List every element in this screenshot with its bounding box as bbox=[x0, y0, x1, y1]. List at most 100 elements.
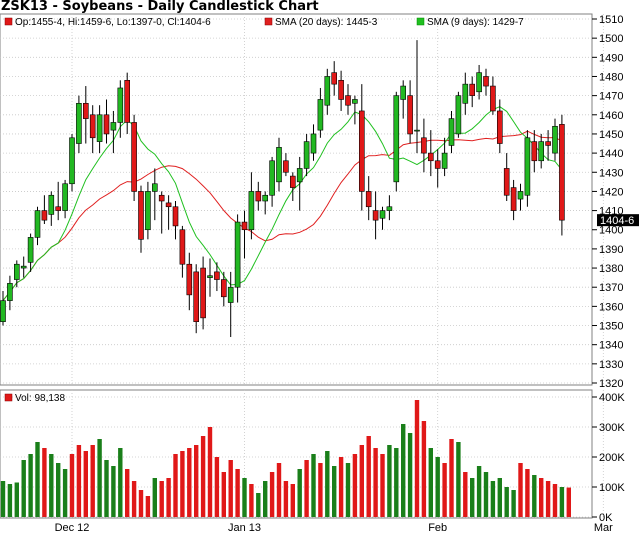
volume-bar bbox=[49, 454, 54, 517]
candle-body-up bbox=[324, 76, 331, 106]
candle bbox=[131, 114, 137, 201]
candle-body-down bbox=[165, 202, 172, 208]
price-tick-label: 1510 bbox=[599, 14, 623, 26]
candle-body-down bbox=[83, 102, 89, 119]
candle bbox=[372, 191, 379, 240]
candle-body-up bbox=[152, 183, 158, 192]
candle bbox=[338, 70, 344, 111]
candle-body-up bbox=[234, 221, 241, 288]
candle-body-down bbox=[41, 210, 48, 221]
candle-body-down bbox=[283, 160, 289, 173]
volume-bar bbox=[276, 463, 282, 517]
candle bbox=[221, 271, 227, 307]
price-tick-label: 1320 bbox=[599, 378, 623, 390]
last-price-marker: 1404-6 bbox=[597, 214, 639, 227]
volume-bar bbox=[532, 475, 537, 517]
candle bbox=[89, 105, 96, 154]
volume-bars bbox=[0, 400, 571, 517]
candle-body-down bbox=[186, 263, 193, 296]
price-tick-label: 1370 bbox=[599, 282, 623, 294]
price-tick-label: 1490 bbox=[599, 52, 623, 64]
volume-bar bbox=[173, 454, 178, 517]
date-label: Mar bbox=[594, 522, 613, 534]
candle bbox=[317, 87, 324, 138]
volume-tick-label: 400K bbox=[599, 392, 625, 404]
volume-bar bbox=[304, 460, 309, 517]
candle bbox=[469, 76, 476, 108]
volume-bar bbox=[318, 463, 323, 517]
volume-bar bbox=[235, 469, 240, 517]
volume-bar bbox=[545, 481, 551, 517]
sma20-legend-text: SMA (20 days): 1445-3 bbox=[275, 17, 378, 28]
volume-bar bbox=[152, 478, 157, 517]
candle-body-down bbox=[496, 110, 503, 144]
candle bbox=[262, 191, 269, 215]
price-tick-label: 1440 bbox=[599, 148, 623, 160]
candle-body-up bbox=[269, 160, 275, 196]
candle-body-down bbox=[483, 76, 489, 87]
price-tick-label: 1400 bbox=[599, 225, 623, 237]
volume-bar bbox=[7, 484, 13, 517]
candle bbox=[248, 172, 255, 240]
candle-body-down bbox=[289, 175, 296, 188]
candle-body-down bbox=[358, 110, 365, 192]
volume-bar bbox=[90, 445, 95, 517]
price-tick-label: 1340 bbox=[599, 340, 623, 352]
candle bbox=[117, 80, 124, 138]
vol-legend-swatch bbox=[4, 393, 13, 402]
candle-body-up bbox=[48, 194, 55, 215]
volume-bar bbox=[456, 442, 461, 517]
candle-body-down bbox=[193, 271, 199, 322]
candle-body-up bbox=[227, 286, 234, 303]
candle-body-up bbox=[34, 210, 41, 238]
candle-body-down bbox=[427, 152, 434, 162]
candle bbox=[538, 133, 545, 169]
volume-bar bbox=[263, 481, 268, 517]
volume-bar bbox=[290, 484, 295, 517]
price-tick-label: 1350 bbox=[599, 321, 623, 333]
candle bbox=[490, 76, 496, 115]
candle bbox=[124, 72, 130, 134]
volume-bar bbox=[28, 454, 33, 517]
candle bbox=[303, 133, 310, 177]
candle bbox=[48, 191, 55, 226]
candle bbox=[434, 149, 441, 188]
candle-body-up bbox=[317, 99, 324, 131]
date-label: Dec 12 bbox=[55, 522, 90, 534]
volume-bar bbox=[552, 484, 558, 517]
sma9-line bbox=[2, 106, 563, 301]
candle bbox=[352, 95, 358, 125]
candle-body-down bbox=[179, 229, 186, 265]
candle bbox=[414, 40, 420, 154]
candle-body-down bbox=[241, 221, 248, 231]
price-panel bbox=[0, 13, 593, 386]
candle bbox=[448, 110, 455, 154]
candle bbox=[462, 72, 469, 115]
candle bbox=[421, 118, 427, 173]
volume-bar bbox=[566, 487, 571, 517]
candle-body-up bbox=[117, 87, 124, 123]
candle-body-down bbox=[372, 210, 379, 221]
candle-body-up bbox=[310, 133, 317, 154]
candle-body-down bbox=[124, 80, 130, 123]
candle bbox=[62, 179, 68, 219]
volume-bar bbox=[76, 445, 82, 517]
candle bbox=[393, 91, 400, 192]
volume-bar bbox=[352, 454, 358, 517]
candle-body-up bbox=[455, 95, 462, 135]
candle-body-up bbox=[386, 206, 393, 211]
candle bbox=[200, 256, 206, 330]
volume-bar bbox=[111, 466, 116, 517]
volume-bar bbox=[207, 427, 213, 517]
candle bbox=[483, 68, 489, 96]
candle-body-down bbox=[545, 141, 551, 146]
candle-body-up bbox=[262, 194, 269, 202]
candle-body-down bbox=[55, 206, 62, 211]
volume-bar bbox=[483, 472, 489, 517]
candle bbox=[365, 176, 372, 221]
volume-bar bbox=[407, 433, 413, 517]
price-tick-label: 1460 bbox=[599, 110, 623, 122]
candle-body-down bbox=[469, 83, 476, 96]
price-tick-label: 1480 bbox=[599, 71, 623, 83]
candle-body-down bbox=[103, 114, 110, 135]
